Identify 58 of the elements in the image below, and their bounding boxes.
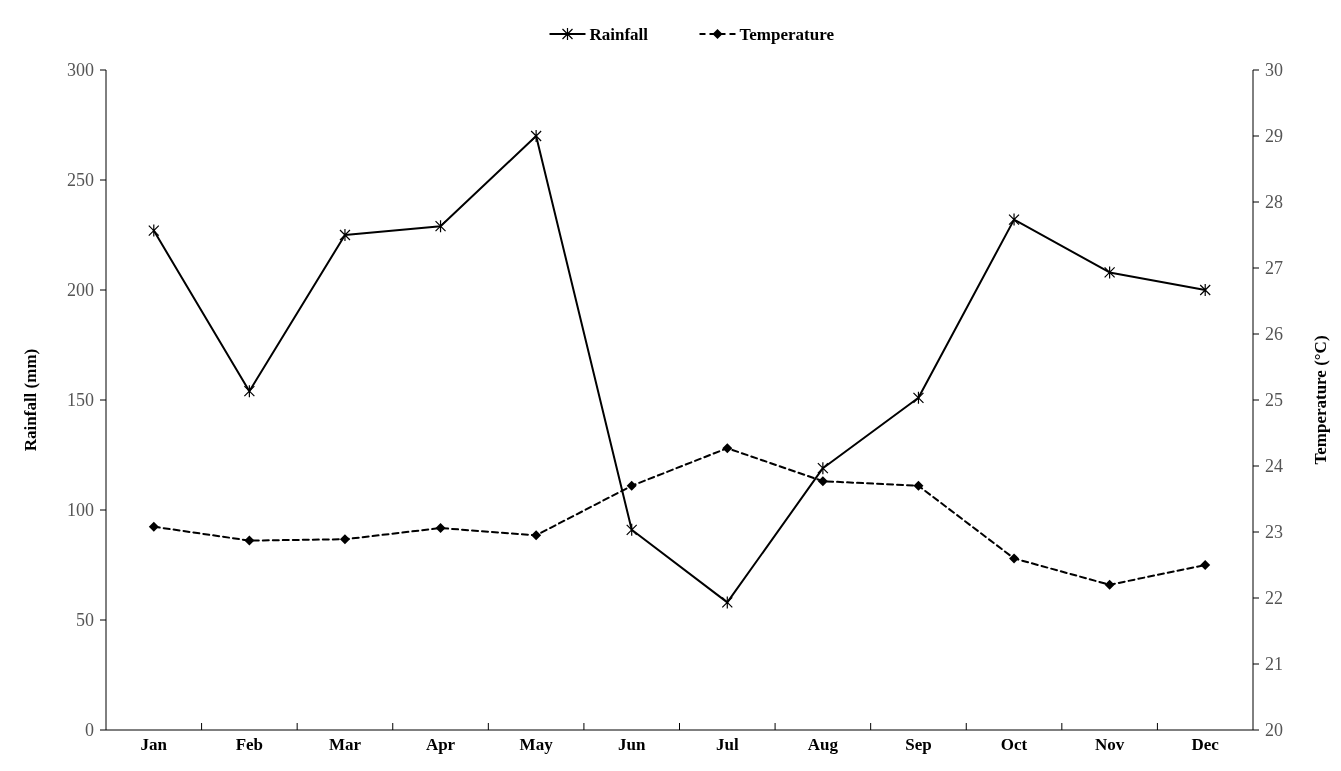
point [1008,213,1020,227]
point [817,461,829,475]
y2-tick-label: 30 [1265,60,1283,81]
point [434,219,447,233]
y2-tick-label: 27 [1265,258,1283,279]
point [626,480,637,491]
y2-axis-title: Temperature (°C) [1311,335,1330,465]
x-tick-label: Jan [140,735,168,754]
point [1104,265,1116,279]
point [1104,579,1115,590]
point [721,595,733,609]
x-tick-label: Dec [1191,735,1220,754]
x-tick-label: Nov [1094,735,1125,754]
y2-tick-label: 25 [1265,390,1283,411]
point [148,521,159,532]
point [912,391,925,405]
x-tick-label: Mar [328,735,362,754]
y2-tick-label: 22 [1265,588,1283,609]
y-tick-label: 50 [76,610,94,631]
x-tick-label: Feb [235,735,264,754]
x-tick-label: Sep [905,735,932,754]
y2-tick-label: 23 [1265,522,1283,543]
point [722,443,733,454]
y2-tick-label: 20 [1265,720,1283,741]
legend-label: Temperature [739,24,835,44]
y-tick-label: 150 [67,390,94,411]
point [1009,553,1020,564]
y2-tick-label: 26 [1265,324,1283,345]
y-tick-label: 300 [67,60,94,81]
y2-tick-label: 24 [1265,456,1283,477]
y2-tick-label: 28 [1265,192,1283,213]
point [1200,560,1211,570]
point [148,224,160,238]
point [913,480,924,491]
y-axis-title: Rainfall (mm) [21,348,40,452]
point [435,523,446,534]
point [626,523,638,537]
point [817,476,828,487]
point [339,534,350,545]
x-tick-label: Jul [715,735,739,754]
x-tick-label: May [519,735,554,754]
y2-tick-label: 29 [1265,126,1283,147]
y-tick-label: 0 [85,720,94,741]
point [244,535,255,546]
y-tick-label: 250 [67,170,94,191]
legend-label: Rainfall [589,24,649,44]
y2-tick-label: 21 [1265,654,1283,675]
point [530,129,542,143]
y-tick-label: 100 [67,500,94,521]
point [1199,283,1211,297]
point [339,228,351,242]
x-tick-label: Oct [1000,735,1028,754]
point [531,530,542,541]
y-tick-label: 200 [67,280,94,301]
point [243,384,255,398]
x-tick-label: Apr [425,735,456,754]
x-tick-label: Jun [618,735,646,754]
x-tick-label: Aug [807,735,839,754]
